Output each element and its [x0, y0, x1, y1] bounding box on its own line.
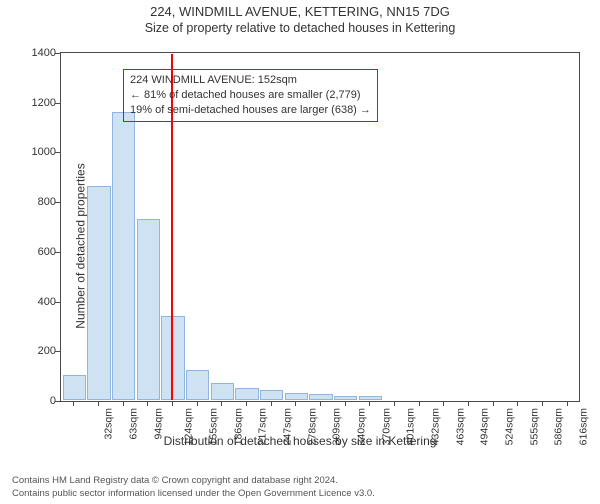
footer-line-2: Contains public sector information licen… — [12, 488, 375, 500]
y-tick-mark — [55, 351, 60, 352]
y-tick-mark — [55, 302, 60, 303]
x-tick-mark — [517, 401, 518, 406]
y-tick-mark — [55, 202, 60, 203]
x-tick-label: 94sqm — [152, 408, 164, 440]
histogram-bar — [137, 219, 160, 400]
x-tick-mark — [542, 401, 543, 406]
histogram-bar — [334, 396, 357, 400]
annotation-line: 224 WINDMILL AVENUE: 152sqm — [130, 73, 371, 88]
x-tick-label: 524sqm — [503, 408, 515, 445]
x-tick-mark — [567, 401, 568, 406]
histogram-bar — [63, 375, 86, 400]
x-tick-label: 32sqm — [103, 408, 115, 440]
annotation-line: 19% of semi-detached houses are larger (… — [130, 103, 371, 118]
x-tick-label: 370sqm — [380, 408, 392, 445]
y-tick-label: 400 — [38, 296, 56, 308]
x-tick-label: 247sqm — [281, 408, 293, 445]
histogram-bar — [186, 370, 209, 400]
x-tick-label: 555sqm — [528, 408, 540, 445]
chart-container: Number of detached properties 224 WINDMI… — [0, 46, 600, 446]
x-tick-mark — [197, 401, 198, 406]
annotation-box: 224 WINDMILL AVENUE: 152sqm← 81% of deta… — [123, 69, 378, 122]
histogram-bar — [87, 186, 110, 400]
x-tick-mark — [98, 401, 99, 406]
x-tick-label: 432sqm — [429, 408, 441, 445]
histogram-bar — [211, 383, 234, 400]
histogram-bar — [235, 388, 258, 400]
footer-attribution: Contains HM Land Registry data © Crown c… — [12, 475, 375, 500]
histogram-bar — [112, 112, 135, 400]
x-tick-mark — [73, 401, 74, 406]
x-tick-label: 309sqm — [331, 408, 343, 445]
x-tick-label: 586sqm — [553, 408, 565, 445]
y-tick-label: 1200 — [32, 97, 56, 109]
y-tick-mark — [55, 103, 60, 104]
x-tick-label: 155sqm — [207, 408, 219, 445]
x-tick-mark — [221, 401, 222, 406]
x-tick-label: 278sqm — [306, 408, 318, 445]
x-tick-mark — [419, 401, 420, 406]
x-tick-mark — [493, 401, 494, 406]
x-tick-mark — [468, 401, 469, 406]
x-tick-label: 217sqm — [257, 408, 269, 445]
y-tick-label: 1400 — [32, 47, 56, 59]
page-subtitle: Size of property relative to detached ho… — [0, 21, 600, 35]
page-title: 224, WINDMILL AVENUE, KETTERING, NN15 7D… — [0, 4, 600, 19]
histogram-bar — [359, 396, 382, 400]
x-tick-label: 124sqm — [183, 408, 195, 445]
y-tick-label: 800 — [38, 196, 56, 208]
x-tick-label: 463sqm — [454, 408, 466, 445]
y-tick-mark — [55, 252, 60, 253]
histogram-bar — [161, 316, 184, 401]
histogram-bar — [285, 393, 308, 400]
annotation-line: ← 81% of detached houses are smaller (2,… — [130, 88, 371, 103]
plot-area: 224 WINDMILL AVENUE: 152sqm← 81% of deta… — [60, 52, 580, 402]
footer-line-1: Contains HM Land Registry data © Crown c… — [12, 475, 375, 487]
x-tick-label: 616sqm — [577, 408, 589, 445]
y-tick-label: 200 — [38, 345, 56, 357]
y-tick-mark — [55, 152, 60, 153]
x-tick-mark — [345, 401, 346, 406]
x-tick-label: 401sqm — [405, 408, 417, 445]
x-tick-mark — [123, 401, 124, 406]
y-tick-label: 600 — [38, 246, 56, 258]
x-tick-label: 340sqm — [355, 408, 367, 445]
x-tick-mark — [295, 401, 296, 406]
x-tick-label: 63sqm — [128, 408, 140, 440]
x-tick-mark — [320, 401, 321, 406]
x-tick-mark — [147, 401, 148, 406]
x-tick-mark — [271, 401, 272, 406]
x-tick-label: 186sqm — [232, 408, 244, 445]
x-tick-mark — [443, 401, 444, 406]
histogram-bar — [309, 394, 332, 400]
y-tick-mark — [55, 53, 60, 54]
x-tick-mark — [172, 401, 173, 406]
histogram-bar — [260, 390, 283, 400]
x-tick-label: 494sqm — [479, 408, 491, 445]
x-axis-label: Distribution of detached houses by size … — [164, 434, 437, 448]
x-tick-mark — [246, 401, 247, 406]
y-tick-label: 1000 — [32, 146, 56, 158]
y-tick-mark — [55, 401, 60, 402]
x-tick-mark — [369, 401, 370, 406]
x-tick-mark — [394, 401, 395, 406]
